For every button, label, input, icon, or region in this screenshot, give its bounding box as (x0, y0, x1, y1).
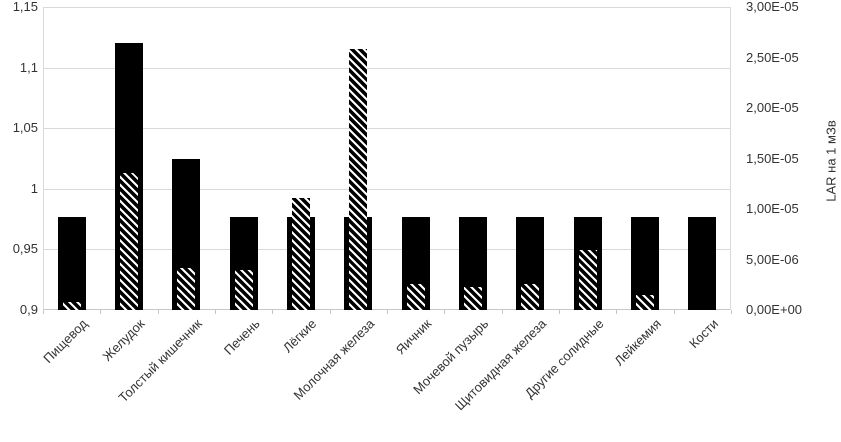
bar-hatched-8 (464, 286, 482, 310)
left-axis-tick-label: 1 (30, 181, 38, 196)
x-axis-tick-mark (387, 310, 388, 314)
x-axis-tick-mark (215, 310, 216, 314)
right-axis-tick-label: 3,00E-05 (746, 0, 799, 14)
bar-solid-1 (57, 216, 86, 310)
bar-solid-11 (631, 216, 659, 310)
x-axis-label: Печень (220, 316, 263, 358)
right-axis-tick-label: 2,00E-05 (746, 100, 799, 115)
right-axis-tick-label: 5,00E-06 (746, 252, 799, 267)
bar-hatched-10 (578, 250, 597, 310)
x-axis-tick-mark (43, 310, 44, 314)
x-axis-line (43, 309, 731, 310)
bar-hatched-4 (234, 269, 253, 310)
bar-hatched-2 (120, 172, 138, 310)
x-axis-tick-mark (502, 310, 503, 314)
x-axis-label: Кости (685, 316, 721, 352)
left-axis-tick-label: 0,95 (12, 241, 38, 256)
right-axis-tick-label: 0,00E+00 (746, 302, 803, 317)
bar-hatched-9 (521, 283, 540, 310)
x-axis-tick-mark (100, 310, 101, 314)
bar-hatched-7 (406, 283, 425, 310)
plot-area (43, 7, 731, 310)
left-axis-tick-label: 0,9 (19, 302, 38, 317)
x-axis-tick-mark (444, 310, 445, 314)
x-axis-label: Желудок (99, 316, 148, 364)
left-axis-tick-label: 1,1 (19, 60, 38, 75)
bar-hatched-5 (292, 197, 310, 310)
x-axis-tick-mark (272, 310, 273, 314)
bar-hatched-11 (636, 294, 654, 310)
gridline (43, 249, 731, 250)
x-axis-tick-mark (158, 310, 159, 314)
left-axis-tick-label: 1,15 (12, 0, 38, 14)
gridline (43, 7, 731, 8)
bar-solid-12 (688, 216, 717, 310)
left-axis-tick-label: 1,05 (12, 120, 38, 135)
x-axis-label: Лейкемия (611, 316, 664, 369)
x-axis-label: Лёгкие (280, 316, 320, 356)
bar-hatched-1 (62, 301, 81, 310)
x-axis-tick-mark (731, 310, 732, 314)
bar-hatched-6 (349, 49, 368, 310)
x-axis-label: Пищевод (40, 316, 91, 366)
plot-border-left (43, 7, 44, 310)
gridline (43, 189, 731, 190)
x-axis-tick-mark (330, 310, 331, 314)
right-axis-tick-label: 1,50E-05 (746, 151, 799, 166)
plot-border-right (730, 7, 731, 310)
x-axis-tick-mark (616, 310, 617, 314)
gridline (43, 128, 731, 129)
bar-hatched-3 (177, 267, 196, 310)
gridline (43, 68, 731, 69)
x-axis-tick-mark (674, 310, 675, 314)
right-axis-title: LAR на 1 мЗв (823, 119, 839, 202)
right-axis-tick-label: 2,50E-05 (746, 50, 799, 65)
x-axis-label: Яичник (392, 316, 435, 358)
x-axis-tick-mark (559, 310, 560, 314)
right-axis-tick-label: 1,00E-05 (746, 201, 799, 216)
